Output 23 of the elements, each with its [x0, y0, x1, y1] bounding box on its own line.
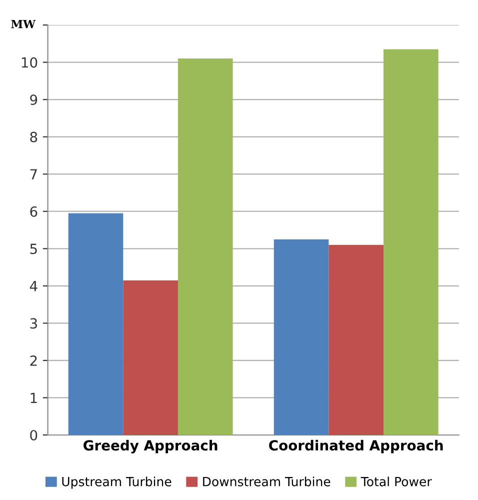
bar — [274, 239, 329, 435]
bar — [68, 213, 124, 435]
y-tick-label: 5 — [30, 244, 37, 254]
y-tick-label: 7 — [30, 169, 37, 180]
x-tick-label: Greedy Approach — [84, 440, 218, 454]
y-tick-label: 4 — [30, 281, 38, 292]
y-tick-label: 8 — [30, 132, 38, 142]
bar — [384, 49, 438, 435]
y-tick-label: 3 — [30, 318, 37, 329]
y-tick-label: 2 — [30, 355, 37, 366]
y-tick-label: 10 — [22, 57, 38, 68]
y-tick-label: 9 — [30, 94, 38, 106]
y-tick-label: 6 — [30, 206, 38, 217]
legend-label: Downstream Turbine — [203, 476, 330, 486]
bar — [328, 244, 384, 435]
y-tick-label: 0 — [30, 430, 38, 440]
bar — [178, 58, 233, 435]
y-tick-label: 1 — [30, 392, 37, 404]
legend-label: Upstream Turbine — [62, 476, 172, 489]
x-tick-label: Coordinated Approach — [269, 440, 443, 454]
y-axis-title: MW — [11, 20, 36, 28]
bar — [123, 280, 178, 435]
legend-label: Total Power — [360, 476, 432, 486]
